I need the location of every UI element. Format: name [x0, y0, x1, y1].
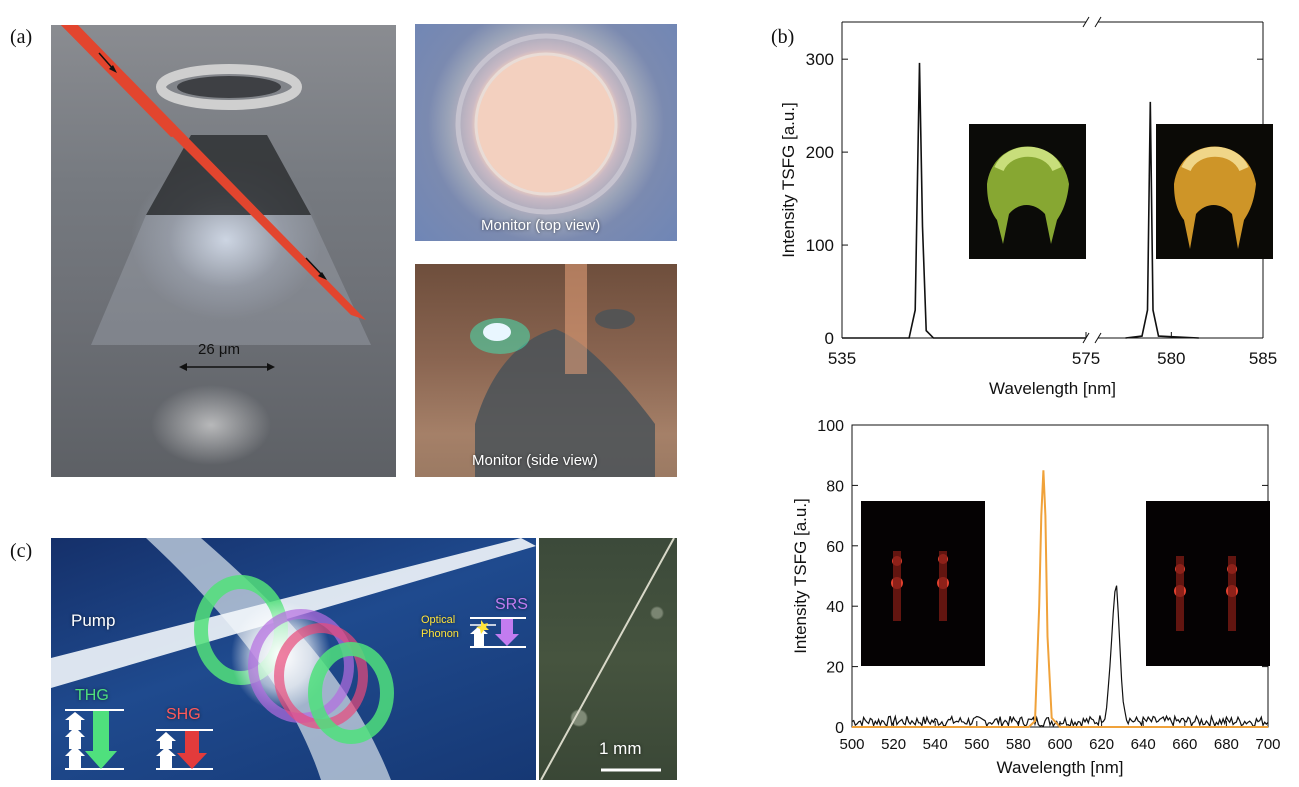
y-tick-label: 300: [806, 50, 834, 69]
y-axis-label: Intensity TSFG [a.u.]: [779, 102, 798, 258]
axis-break-mark: [1094, 332, 1102, 344]
series-peak-579: [1125, 101, 1199, 339]
pump-label: Pump: [71, 611, 116, 630]
x-tick-label: 600: [1047, 736, 1072, 753]
series-black-627: [851, 585, 1269, 729]
x-tick-label: 580: [1006, 736, 1031, 753]
y-tick-label: 40: [826, 599, 844, 616]
x-tick-label: 640: [1131, 736, 1156, 753]
y-axis-label: Intensity TSFG [a.u.]: [791, 498, 810, 654]
x-tick-label: 680: [1214, 736, 1239, 753]
panel-c-label: (c): [10, 540, 33, 562]
series-orange-592: [852, 470, 1268, 728]
x-tick-label: 700: [1255, 736, 1280, 753]
shg-label: SHG: [166, 706, 201, 723]
shg-arrow: [177, 731, 207, 769]
side-view-caption: Monitor (side view): [472, 452, 598, 469]
panel-a-label: (a): [10, 26, 33, 48]
fiber-line: [540, 538, 675, 780]
y-tick-label: 80: [826, 478, 844, 495]
srs-arrow: [495, 619, 519, 646]
x-tick-label: 500: [839, 736, 864, 753]
tsfg-spectrum-bottom: 0 20 40 60 80 100 500 520 540 560 580 600 620 640 660 6…: [791, 418, 1281, 777]
thg-label: THG: [75, 687, 109, 704]
series-peak-548: [842, 62, 1086, 339]
y-tick-label: 0: [825, 329, 834, 348]
mode-image-red-right: [1146, 501, 1270, 666]
x-tick-label: 580: [1157, 349, 1185, 368]
fiber-scale-label: 1 mm: [599, 739, 642, 758]
tsfg-spectrum-top: 0 100 200 300 535 575 580 585 Wavelength [nm] Int…: [779, 16, 1277, 398]
x-tick-label: 540: [923, 736, 948, 753]
y-tick-label: 200: [806, 143, 834, 162]
fiber-micrograph: 1 mm: [539, 538, 677, 780]
monitor-side-view: Monitor (side view): [415, 264, 677, 477]
toroid-ring: [156, 64, 302, 110]
thg-arrow: [85, 711, 117, 769]
panel-b-label: (b): [771, 26, 795, 48]
x-tick-label: 560: [964, 736, 989, 753]
microtoroid-micrograph: 26 μm: [51, 25, 396, 477]
x-axis-label: Wavelength [nm]: [997, 758, 1124, 777]
y-tick-label: 20: [826, 660, 844, 677]
top-view-caption: Monitor (top view): [481, 217, 601, 234]
y-tick-label: 60: [826, 539, 844, 556]
x-tick-label: 620: [1089, 736, 1114, 753]
silicon-pillar: [146, 135, 311, 215]
mode-image-green: [969, 124, 1086, 259]
x-tick-label: 575: [1072, 349, 1100, 368]
phonon-star: [476, 620, 489, 634]
beam-arrow-out: [305, 257, 324, 277]
x-tick-label: 520: [881, 736, 906, 753]
y-tick-label: 100: [806, 236, 834, 255]
microbottle-illustration: Pump THG SHG SRS Optical Phonon: [51, 538, 536, 780]
srs-label: SRS: [495, 596, 528, 613]
x-tick-label: 535: [828, 349, 856, 368]
y-tick-label: 100: [817, 418, 844, 435]
x-tick-label: 660: [1172, 736, 1197, 753]
main-scale-label: 26 μm: [198, 341, 240, 358]
mode-image-red-left: [861, 501, 985, 666]
mode-image-yellow: [1156, 124, 1273, 259]
x-tick-label: 585: [1249, 349, 1277, 368]
x-axis-label: Wavelength [nm]: [989, 379, 1116, 398]
optical-label: Optical: [421, 614, 456, 626]
axis-break-mark: [1094, 16, 1102, 28]
monitor-top-view: Monitor (top view): [415, 24, 677, 241]
phonon-label: Phonon: [421, 628, 459, 640]
y-tick-label: 0: [835, 720, 844, 737]
axis-break-mark: [1082, 16, 1090, 28]
